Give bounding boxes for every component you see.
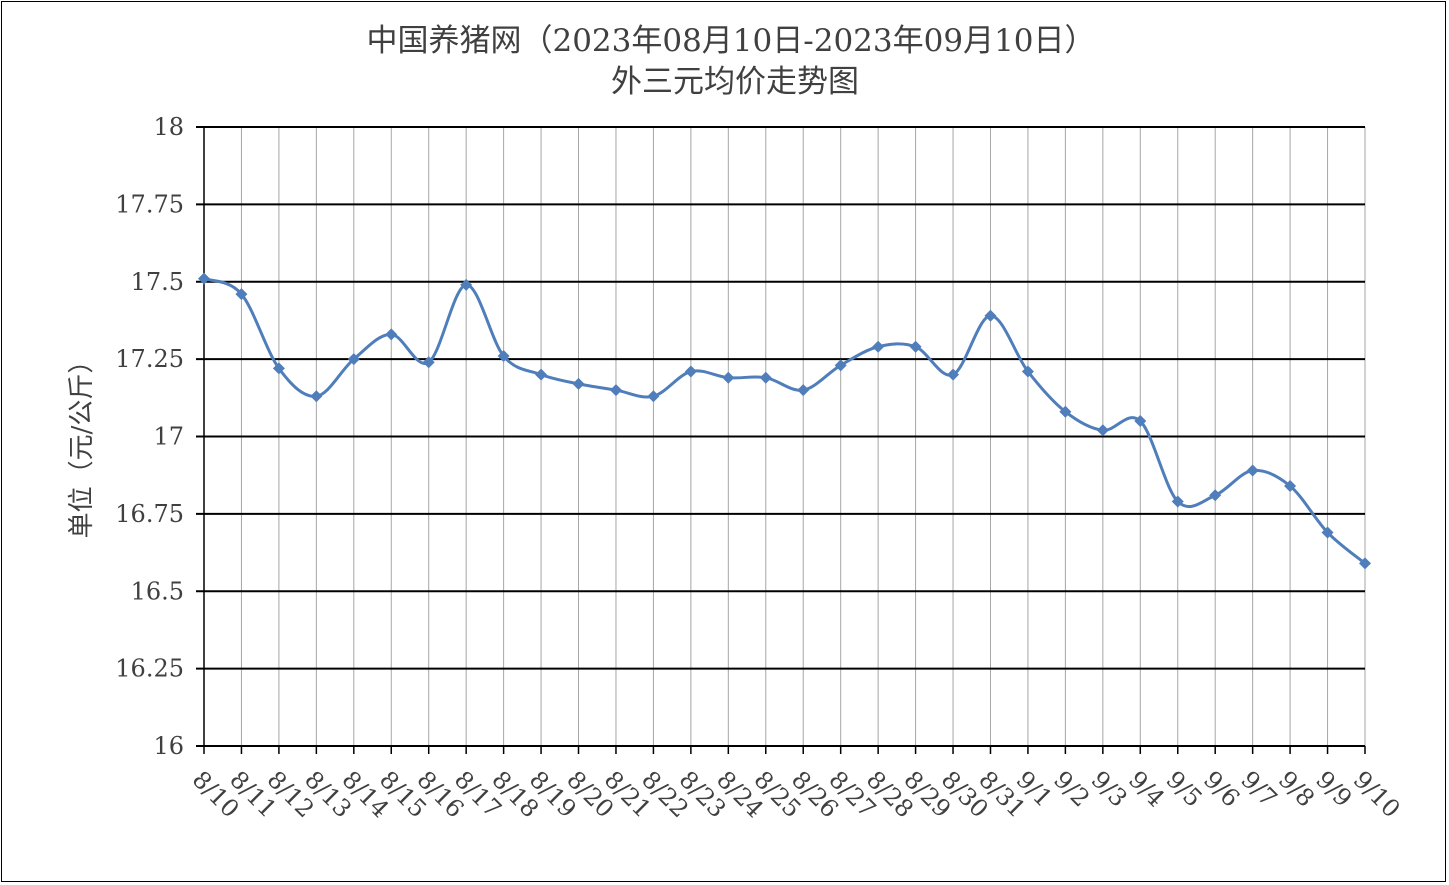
chart-subtitle: 外三元均价走势图 [611,64,859,100]
y-tick-label: 18 [153,113,184,141]
x-tick-label: 9/9 [1310,765,1357,812]
data-point-marker [1209,489,1222,502]
data-point-marker [759,371,772,384]
data-point-marker [572,377,585,390]
data-point-marker [984,309,997,322]
gridlines [196,126,1366,754]
data-point-marker [535,368,548,381]
x-tick-label: 9/3 [1086,765,1133,812]
data-point-marker [310,390,323,403]
data-point-marker [1134,415,1147,428]
data-point-marker [422,356,435,369]
data-point-marker [722,371,735,384]
x-tick-label: 9/5 [1160,765,1207,812]
data-point-marker [272,362,285,375]
data-point-marker [684,365,697,378]
y-tick-label: 16.25 [115,655,184,683]
data-point-marker [1321,526,1334,539]
y-axis-label: 单位（元/公斤） [67,348,97,539]
series-line [203,277,1366,565]
data-point-marker [347,353,360,366]
y-tick-label: 16 [153,732,184,760]
y-tick-label: 17.75 [115,190,184,218]
data-point-marker [1284,480,1297,493]
y-tick-label: 16.5 [131,577,184,605]
y-tick-label: 17 [153,423,184,451]
y-tick-label: 17.25 [115,345,184,373]
data-point-marker [198,272,210,285]
data-point-marker [1171,495,1184,508]
data-point-marker [1096,424,1109,437]
x-tick-label: 9/4 [1123,765,1170,812]
x-tick-label: 9/8 [1273,765,1320,812]
data-point-marker [947,368,960,381]
data-point-marker [609,384,622,397]
data-point-marker [497,350,510,363]
x-tick-label: 9/7 [1235,765,1282,812]
data-point-marker [385,328,398,341]
data-point-marker [235,288,248,301]
data-point-marker [1021,365,1034,378]
data-point-marker [647,390,660,403]
y-tick-label: 17.5 [131,268,184,296]
x-tick-labels: 8/108/118/128/138/148/158/168/178/188/19… [187,765,1406,823]
chart-title: 中国养猪网（2023年08月10日-2023年09月10日） [366,23,1095,59]
data-point-marker [797,384,810,397]
data-point-marker [1059,405,1072,418]
series-layer [198,272,1371,570]
data-point-marker [1359,557,1371,570]
data-point-marker [834,359,847,372]
x-tick-label: 9/10 [1348,765,1406,823]
x-tick-label: 9/2 [1048,765,1095,812]
y-tick-labels: 16 16.25 16.5 16.75 17 17.25 17.5 17.75 18 [115,113,184,760]
x-tick-label: 9/6 [1198,765,1245,812]
data-point-marker [909,340,922,353]
data-point-marker [872,340,885,353]
y-tick-label: 16.75 [115,500,184,528]
data-point-marker [460,278,473,291]
data-point-marker [1246,464,1259,477]
